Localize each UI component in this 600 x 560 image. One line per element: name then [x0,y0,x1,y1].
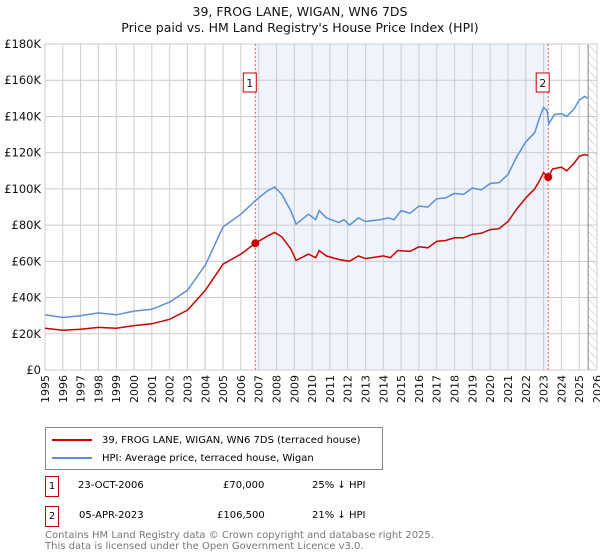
sale-marker-box: 2 [45,506,59,527]
x-tick-label: 2018 [449,375,462,403]
x-tick-label: 2003 [181,375,194,403]
y-tick-label: £140K [4,109,41,123]
footer-licence: This data is licensed under the Open Gov… [45,541,364,552]
y-tick-label: £40K [12,291,42,305]
x-tick-label: 2001 [146,375,159,403]
x-tick-label: 1999 [110,375,123,403]
series-line-hpi [44,95,589,319]
y-tick-label: £20K [12,327,42,341]
sale-row-2: 2 05-APR-2023 £106,500 21% ↓ HPI [45,506,445,527]
sale-label-box [535,72,550,93]
sale-marker-box: 1 [45,476,59,497]
x-tick-label: 2025 [573,375,586,403]
sale-point [251,239,260,248]
footer-copyright: Contains HM Land Registry data © Crown c… [45,530,434,541]
sale-price: £106,500 [217,510,265,521]
sale-hpi-delta: 21% ↓ HPI [312,510,366,521]
chart-subtitle: Price paid vs. HM Land Registry's House … [121,20,479,35]
x-tick-label: 2011 [324,375,337,403]
x-tick-label: 1996 [57,375,70,403]
chart-title: 39, FROG LANE, WIGAN, WN6 7DS [192,4,408,19]
footer: Contains HM Land Registry data © Crown c… [45,530,434,552]
plot-frame [44,43,598,371]
x-tick-label: 2004 [199,375,212,403]
x-tick-label: 2023 [538,375,551,403]
shaded-ownership-period [255,44,549,370]
sale-row-1: 1 23-OCT-2006 £70,000 25% ↓ HPI [45,476,445,497]
x-tick-label: 2010 [306,375,319,403]
sale-date: 23-OCT-2006 [78,480,144,491]
price-chart: 1995 1996 1997 1998 1999 2000 2001 2002 2003 2004… [4,37,600,403]
x-tick-label: 2014 [377,375,390,403]
y-tick-label: £180K [4,37,41,51]
legend-item-property: 39, FROG LANE, WIGAN, WN6 7DS (terraced … [52,433,361,447]
sale-point [544,173,553,182]
y-tick-label: £60K [12,254,42,268]
y-tick-label: £80K [12,218,42,232]
y-tick-label: £120K [4,146,41,160]
series-line-property [44,153,589,331]
x-tick-label: 2009 [288,375,301,403]
x-tick-label: 2015 [395,375,408,403]
x-tick-label: 2020 [484,375,497,403]
x-tick-label: 2019 [466,375,479,403]
legend: 39, FROG LANE, WIGAN, WN6 7DS (terraced … [45,427,383,470]
y-tick-label: £100K [4,182,41,196]
x-tick-label: 1997 [75,375,88,403]
x-tick-label: 2000 [128,375,141,403]
sale-label: 1 [246,77,253,90]
x-tick-label: 2022 [520,375,533,403]
x-tick-label: 2006 [235,375,248,403]
sale-label: 2 [539,77,546,90]
x-tick-label: 2017 [431,375,444,403]
legend-swatch-blue [52,457,92,459]
legend-label: HPI: Average price, terraced house, Wiga… [102,452,314,464]
x-tick-label: 2005 [217,375,230,403]
legend-label: 39, FROG LANE, WIGAN, WN6 7DS (terraced … [102,434,361,446]
sale-date: 05-APR-2023 [79,510,144,521]
x-tick-label: 2024 [555,375,568,403]
hatched-future-region [588,44,597,370]
y-tick-label: £0 [26,363,41,377]
x-tick-label: 2008 [270,375,283,403]
x-tick-label: 2002 [164,375,177,403]
x-tick-label: 1995 [39,375,52,403]
x-tick-label: 2016 [413,375,426,403]
x-tick-label: 1998 [92,375,105,403]
sale-label-box [242,72,257,93]
x-tick-label: 2012 [342,375,355,403]
legend-swatch-red [52,439,92,441]
x-tick-label: 2026 [591,375,600,403]
x-tick-label: 2021 [502,375,515,403]
y-tick-label: £160K [4,73,41,87]
x-tick-label: 2007 [253,375,266,403]
legend-item-hpi: HPI: Average price, terraced house, Wiga… [52,451,314,465]
sale-price: £70,000 [223,480,265,491]
sale-hpi-delta: 25% ↓ HPI [312,480,366,491]
x-tick-label: 2013 [360,375,373,403]
